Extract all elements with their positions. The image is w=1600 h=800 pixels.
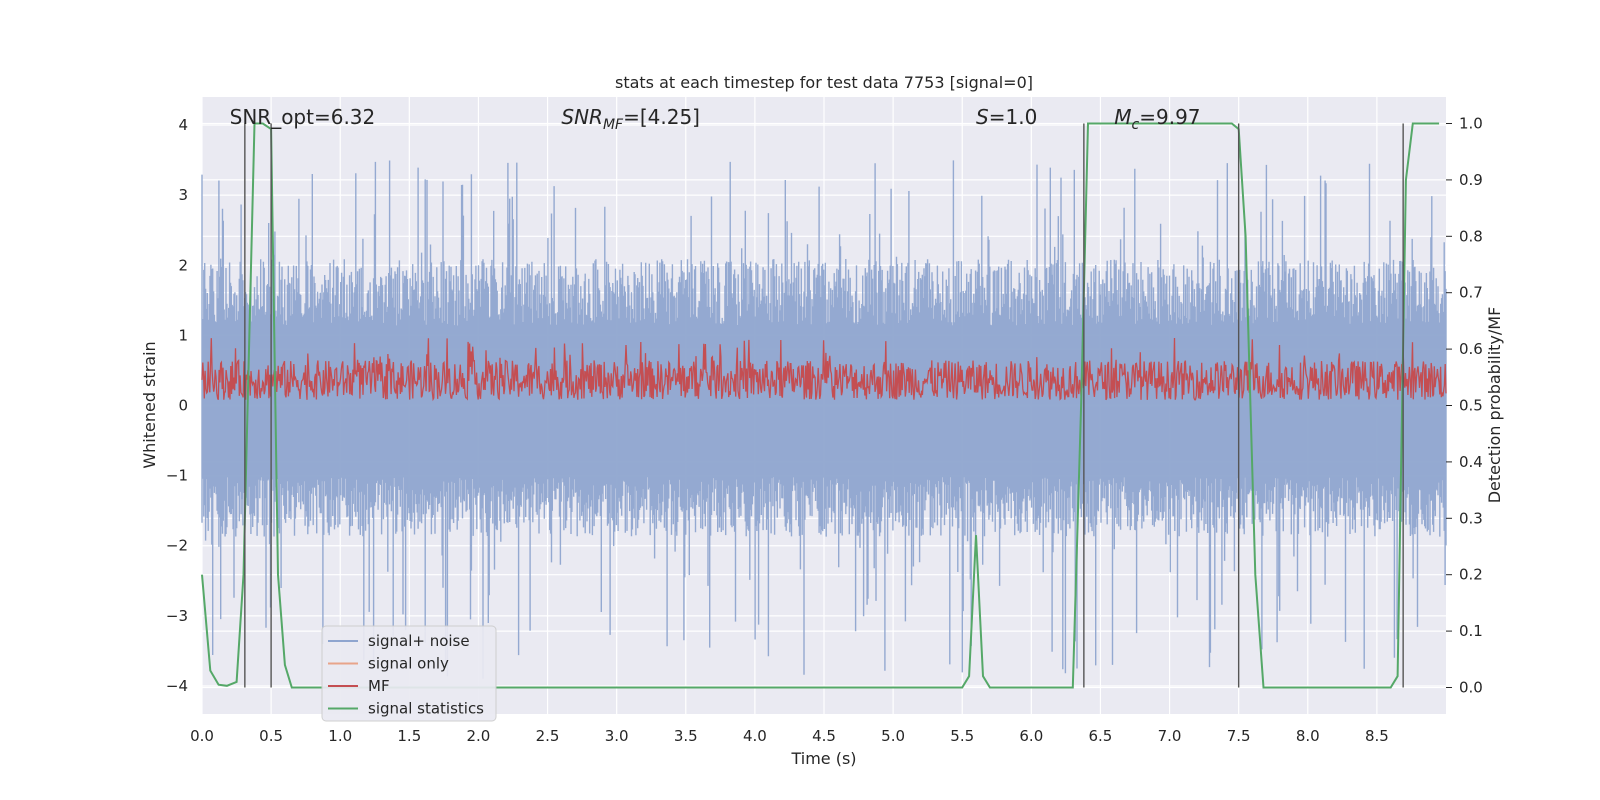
x-tick-label: 2.0 (467, 727, 491, 745)
legend-box (321, 625, 497, 722)
x-tick-label: 1.5 (397, 727, 421, 745)
annotation-snr-opt: SNR_opt=6.32 (230, 105, 376, 129)
y-tick-label: 3 (178, 186, 188, 204)
annotations: SNR_opt=6.32 SNRMF=[4.25] S=1.0 Mc=9.97 (230, 105, 1201, 133)
y-tick-label: −4 (166, 677, 188, 695)
y-right-tick-labels: 0.0 0.1 0.2 0.3 0.4 0.5 0.6 0.7 0.8 0.9 1.0 (1446, 115, 1483, 696)
chart-title: stats at each timestep for test data 775… (615, 73, 1033, 92)
y-right-tick-label: 0.6 (1459, 340, 1483, 358)
y-tick-label: 4 (178, 116, 188, 134)
y-tick-label: −3 (166, 607, 188, 625)
y-tick-label: −1 (166, 467, 188, 485)
vertical-markers (244, 123, 1404, 688)
x-tick-label: 4.0 (743, 727, 767, 745)
legend: signal+ noise signal only MF signal statist… (321, 625, 497, 722)
x-tick-label: 3.5 (674, 727, 698, 745)
y-right-tick-label: 0.8 (1459, 227, 1483, 245)
annotation-mc-val: Mc=9.97 (1114, 105, 1200, 133)
y-axis-label: Whitened strain (140, 341, 159, 468)
signal-statistics-series (201, 122, 1440, 689)
y-right-tick-label: 0.9 (1459, 171, 1483, 189)
y-right-tick-label: 0.2 (1459, 566, 1483, 584)
x-tick-label: 7.5 (1227, 727, 1251, 745)
x-tick-label: 6.5 (1089, 727, 1113, 745)
y-right-tick-label: 0.4 (1459, 453, 1483, 471)
y-tick-labels: −4 −3 −2 −1 0 1 2 3 4 (166, 116, 188, 695)
signal-statistics-line (201, 122, 1440, 689)
x-tick-labels: 0.0 0.5 1.0 1.5 2.0 2.5 3.0 3.5 4.0 4.5 5.0 5.5 6.0 6… (190, 727, 1389, 745)
annotation-snr-mf: SNRMF=[4.25] (561, 105, 700, 133)
x-tick-label: 2.5 (536, 727, 560, 745)
x-tick-label: 5.0 (881, 727, 905, 745)
legend-label: MF (368, 677, 390, 695)
y-right-tick-label: 0.0 (1459, 678, 1483, 696)
y-right-tick-label: 0.7 (1459, 284, 1483, 302)
x-tick-label: 5.5 (950, 727, 974, 745)
legend-label: signal only (368, 655, 449, 673)
x-tick-label: 0.5 (259, 727, 283, 745)
y-tick-label: 1 (178, 326, 188, 344)
annotation-s-val: S=1.0 (976, 105, 1037, 129)
x-tick-label: 8.0 (1296, 727, 1320, 745)
legend-label: signal statistics (368, 700, 484, 718)
y-tick-label: −2 (166, 537, 188, 555)
y-tick-label: 0 (178, 397, 188, 415)
y-right-tick-label: 1.0 (1459, 115, 1483, 133)
x-tick-label: 0.0 (190, 727, 214, 745)
y-right-tick-label: 0.3 (1459, 509, 1483, 527)
x-tick-label: 7.0 (1158, 727, 1182, 745)
legend-label: signal+ noise (368, 632, 470, 650)
x-tick-label: 3.0 (605, 727, 629, 745)
y-right-axis-label: Detection probability/MF (1485, 307, 1504, 504)
x-tick-label: 6.0 (1019, 727, 1043, 745)
x-tick-label: 1.0 (328, 727, 352, 745)
y-right-tick-label: 0.5 (1459, 397, 1483, 415)
y-right-tick-label: 0.1 (1459, 622, 1483, 640)
y-tick-label: 2 (178, 256, 188, 274)
x-tick-label: 4.5 (812, 727, 836, 745)
x-axis-label: Time (s) (790, 749, 856, 768)
x-tick-label: 8.5 (1365, 727, 1389, 745)
